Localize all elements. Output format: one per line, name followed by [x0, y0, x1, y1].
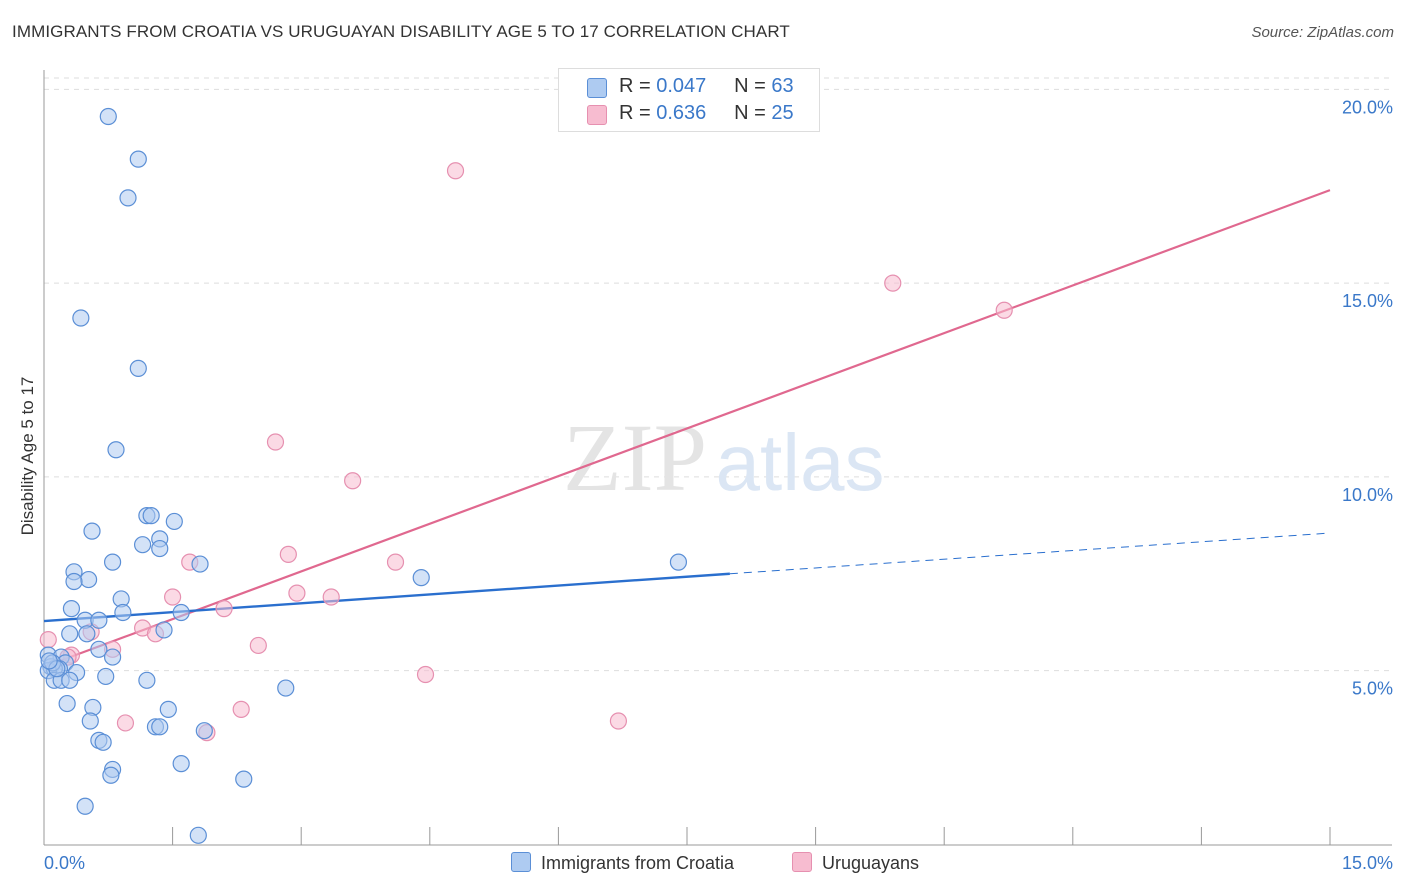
croatia-point: [78, 625, 96, 643]
bottom-legend-croatia: Immigrants from Croatia: [511, 852, 734, 874]
bottom-legend-uruguayans: Uruguayans: [792, 852, 919, 874]
croatia-point: [40, 652, 58, 670]
croatia-point: [119, 189, 137, 207]
watermark-atlas: atlas: [716, 418, 885, 507]
source-label: Source: ZipAtlas.com: [1251, 24, 1394, 41]
croatia-point: [277, 679, 295, 697]
legend-r-value: 0.047: [656, 75, 707, 97]
legend-r-label: R =: [619, 75, 651, 97]
croatia-point: [133, 536, 152, 554]
legend-n-value: 63: [771, 75, 794, 97]
legend-n-value: 25: [771, 102, 794, 124]
croatia-point: [235, 770, 253, 788]
x-tick-label: 15.0%: [1342, 853, 1393, 873]
croatia-point: [159, 700, 177, 718]
x-tick-label: 0.0%: [44, 853, 85, 873]
bottom-legend-swatch-blue: [511, 852, 531, 872]
croatia-point: [412, 569, 430, 587]
croatia-point: [99, 107, 117, 126]
croatia-point: [195, 722, 213, 740]
uruguayan-point: [249, 636, 267, 655]
grid-lines: [44, 77, 1392, 672]
legend-n-label: N =: [734, 102, 766, 124]
data-points: [39, 107, 1013, 844]
croatia-point: [61, 625, 79, 643]
uruguayan-point: [266, 433, 285, 451]
uruguayan-point: [164, 588, 182, 606]
croatia-point: [191, 555, 209, 573]
legend-r-value: 0.636: [656, 102, 707, 124]
watermark-zip: ZIP: [563, 404, 707, 511]
croatia-point: [79, 570, 98, 589]
uruguayan-point: [446, 162, 465, 180]
uruguayan-point: [116, 714, 135, 732]
croatia-trend-line: [43, 572, 730, 623]
croatia-point: [155, 621, 173, 639]
uruguayan-point: [344, 472, 362, 490]
chart-title: IMMIGRANTS FROM CROATIA VS URUGUAYAN DIS…: [12, 22, 790, 41]
croatia-point: [102, 766, 120, 784]
croatia-point: [103, 553, 122, 571]
uruguayan-point: [288, 584, 306, 602]
croatia-point: [669, 553, 688, 571]
croatia-point: [151, 718, 169, 736]
watermark: ZIP atlas: [563, 404, 884, 511]
croatia-point: [129, 359, 147, 377]
y-tick-label: 20.0%: [1342, 97, 1393, 117]
uruguayan-point: [39, 631, 57, 649]
croatia-point: [97, 667, 115, 686]
croatia-point: [90, 640, 108, 658]
uruguayan-point: [279, 545, 297, 563]
croatia-point: [103, 648, 122, 666]
bottom-legend-label: Immigrants from Croatia: [541, 853, 735, 873]
croatia-point: [61, 671, 79, 689]
bottom-legend-label: Uruguayans: [822, 853, 920, 873]
croatia-point: [83, 522, 101, 540]
uruguayan-point: [322, 588, 340, 606]
croatia-point: [76, 797, 94, 815]
bottom-legend-swatch-pink: [792, 852, 812, 872]
uruguayan-point: [416, 665, 435, 684]
uruguayan-point: [386, 553, 405, 571]
croatia-point: [58, 694, 76, 713]
y-tick-label: 10.0%: [1342, 485, 1393, 505]
croatia-point: [172, 603, 190, 622]
croatia-point: [62, 600, 81, 618]
croatia-point: [189, 826, 207, 844]
croatia-point: [90, 611, 108, 629]
uruguayan-point: [232, 700, 250, 718]
uruguayan-point: [215, 600, 233, 618]
croatia-point: [107, 441, 125, 459]
croatia-point: [65, 572, 83, 591]
y-tick-label: 15.0%: [1342, 291, 1393, 311]
croatia-point: [114, 603, 132, 622]
croatia-point: [81, 712, 99, 730]
legend-swatch-blue: [587, 78, 607, 98]
croatia-point: [142, 507, 160, 525]
croatia-point: [94, 733, 112, 751]
croatia-point: [165, 512, 183, 531]
tick-labels: 5.0% 10.0% 15.0% 20.0% 0.0% 15.0%: [44, 97, 1393, 873]
legend-r-label: R =: [619, 102, 651, 124]
croatia-point: [138, 671, 156, 689]
croatia-trend-extension: [729, 532, 1331, 575]
croatia-point: [151, 539, 169, 558]
uruguayan-point: [884, 274, 902, 292]
uruguayan-trend-line: [43, 189, 1331, 668]
trend-lines: [43, 189, 1331, 668]
legend-n-label: N =: [734, 75, 766, 97]
legend-swatch-pink: [587, 105, 607, 125]
croatia-point: [129, 150, 147, 168]
correlation-legend: R = 0.047 N = 63 R = 0.636 N = 25: [558, 68, 820, 132]
croatia-point: [172, 755, 190, 773]
uruguayan-point: [995, 301, 1013, 319]
y-axis-label: Disability Age 5 to 17: [18, 376, 37, 536]
uruguayan-point: [609, 712, 628, 730]
croatia-point: [72, 309, 90, 327]
axes: [43, 70, 1392, 846]
y-tick-label: 5.0%: [1352, 679, 1393, 699]
